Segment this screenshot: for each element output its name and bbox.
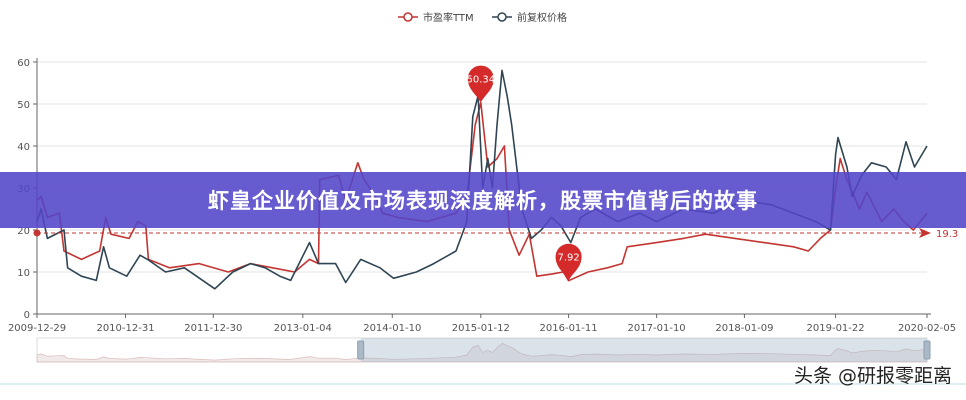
x-tick-label: 2018-01-09 xyxy=(715,323,773,334)
legend-circle-icon xyxy=(497,12,507,22)
legend-item[interactable]: 市盈率TTM xyxy=(398,11,474,24)
min-pin-icon xyxy=(555,243,582,281)
datazoom-track xyxy=(36,337,928,363)
legend: 市盈率TTM 前复权价格 xyxy=(398,11,567,24)
average-line-arrow-icon xyxy=(919,227,931,238)
watermark: 头条 @研报零距离 xyxy=(793,365,952,387)
y-tick-label: 40 xyxy=(17,142,30,153)
x-tick-label: 2011-12-30 xyxy=(184,323,242,334)
divider xyxy=(0,383,966,385)
y-tick-label: 50 xyxy=(17,100,30,111)
datazoom-preview xyxy=(36,342,928,363)
legend-label: 前复权价格 xyxy=(517,11,567,24)
title-banner: 虾皇企业价值及市场表现深度解析，股票市值背后的故事 xyxy=(0,172,966,228)
max-pin-icon xyxy=(467,65,494,103)
x-tick-label: 2017-01-10 xyxy=(628,323,686,334)
x-tick-label: 2009-12-29 xyxy=(8,323,66,334)
x-tick-label: 2010-12-31 xyxy=(96,323,154,334)
x-tick-label: 2015-01-12 xyxy=(452,323,510,334)
legend-label: 市盈率TTM xyxy=(423,11,474,24)
legend-item[interactable]: 前复权价格 xyxy=(492,11,567,24)
max-label: 50.34 xyxy=(466,75,495,86)
min-label: 7.92 xyxy=(557,253,579,264)
x-tick-label: 2020-02-05 xyxy=(898,323,956,334)
x-tick-label: 2016-01-11 xyxy=(540,323,598,334)
banner-title: 虾皇企业价值及市场表现深度解析，股票市值背后的故事 xyxy=(208,189,758,213)
average-label: 19.3 xyxy=(936,229,958,240)
y-tick-label: 0 xyxy=(24,310,30,321)
y-tick-label: 60 xyxy=(17,58,30,69)
legend-circle-icon xyxy=(403,12,413,22)
datazoom-slider[interactable] xyxy=(36,337,931,363)
x-tick-label: 2013-01-04 xyxy=(274,323,332,334)
average-line-start-dot xyxy=(33,229,41,237)
y-tick-label: 10 xyxy=(17,268,30,279)
x-tick-label: 2019-01-22 xyxy=(807,323,865,334)
datazoom-right-handle[interactable] xyxy=(923,340,931,360)
x-tick-label: 2014-01-10 xyxy=(363,323,421,334)
datazoom-left-handle[interactable] xyxy=(357,340,365,360)
y-tick-label: 20 xyxy=(17,226,30,237)
datazoom-selection xyxy=(360,338,928,362)
